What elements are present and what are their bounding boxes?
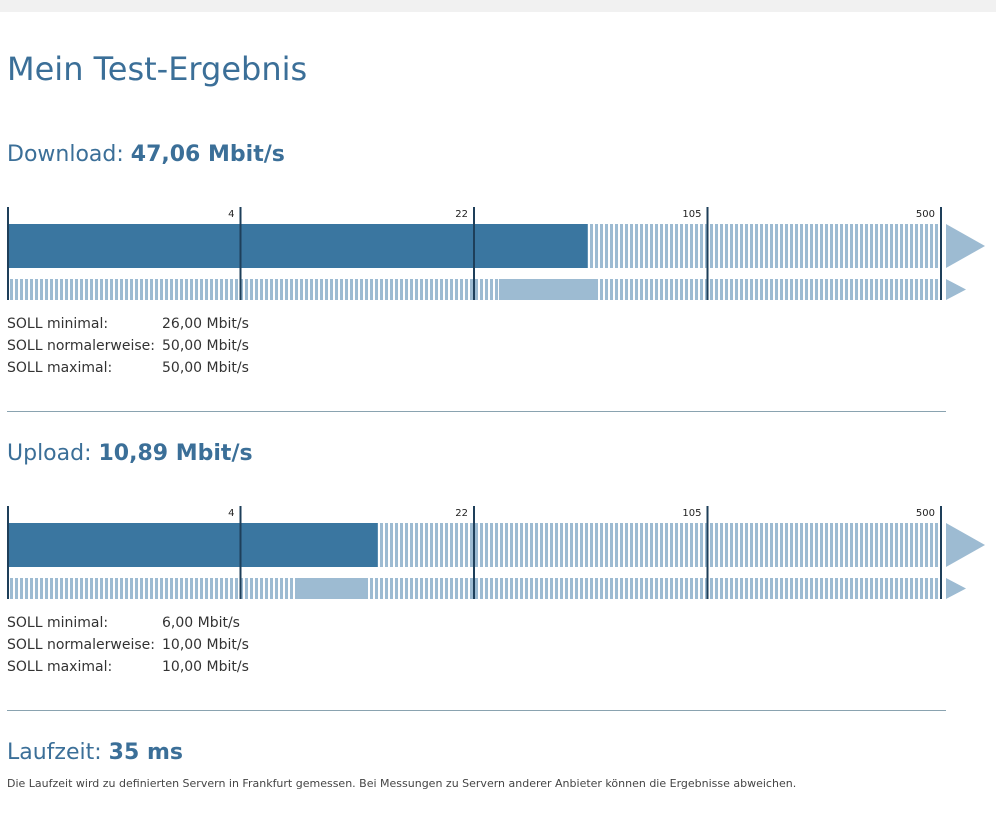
soll-row: SOLL minimal: 6,00 Mbit/s [7,612,249,634]
section-heading: Download: 47,06 Mbit/s [7,142,285,167]
soll-value: 50,00 Mbit/s [162,338,249,354]
page-title: Mein Test-Ergebnis [7,50,308,88]
soll-row: SOLL minimal: 26,00 Mbit/s [7,313,249,335]
soll-list: SOLL minimal: 6,00 Mbit/s SOLL normalerwei… [7,612,249,678]
speed-scale: 4 22 105 500 [7,506,985,599]
soll-label: SOLL normalerweise: [7,338,155,354]
soll-label: SOLL normalerweise: [7,637,155,653]
tick-label: 500 [916,508,935,519]
section-value: 10,89 Mbit/s [98,441,253,466]
soll-value: 26,00 Mbit/s [162,316,249,332]
latency-label: Laufzeit: [7,740,102,765]
tick-label: 22 [455,508,468,519]
measured-bar [7,224,588,268]
section-value: 47,06 Mbit/s [130,142,285,167]
latency-note: Die Laufzeit wird zu definierten Servern… [7,777,797,790]
measured-bar [7,523,378,567]
soll-value: 10,00 Mbit/s [162,637,249,653]
soll-value: 10,00 Mbit/s [162,659,249,675]
soll-label: SOLL minimal: [7,615,109,631]
soll-range [296,578,367,599]
separator [7,411,946,412]
soll-value: 50,00 Mbit/s [162,360,249,376]
section-label: Download: [7,142,124,167]
soll-range [498,279,597,300]
soll-row: SOLL normalerweise: 10,00 Mbit/s [7,634,249,656]
section-heading: Upload: 10,89 Mbit/s [7,441,253,466]
separator [7,710,946,711]
top-bar [0,0,996,12]
arrow-small [946,578,966,599]
soll-value: 6,00 Mbit/s [162,615,240,631]
speed-scale: 4 22 105 500 [7,207,985,300]
latency-heading: Laufzeit: 35 ms [7,740,183,765]
arrow [946,523,985,567]
soll-label: SOLL maximal: [7,659,113,675]
soll-list: SOLL minimal: 26,00 Mbit/s SOLL normalerwe… [7,313,249,379]
arrow-small [946,279,966,300]
section-label: Upload: [7,441,92,466]
soll-label: SOLL maximal: [7,360,113,376]
soll-row: SOLL maximal: 50,00 Mbit/s [7,357,249,379]
soll-row: SOLL normalerweise: 50,00 Mbit/s [7,335,249,357]
soll-row: SOLL maximal: 10,00 Mbit/s [7,656,249,678]
tick-label: 4 [228,508,234,519]
tick-label: 22 [455,209,468,220]
tick-label: 105 [682,209,701,220]
tick-label: 105 [682,508,701,519]
tick-label: 4 [228,209,234,220]
arrow [946,224,985,268]
soll-label: SOLL minimal: [7,316,109,332]
latency-value: 35 ms [108,740,183,765]
tick-label: 500 [916,209,935,220]
